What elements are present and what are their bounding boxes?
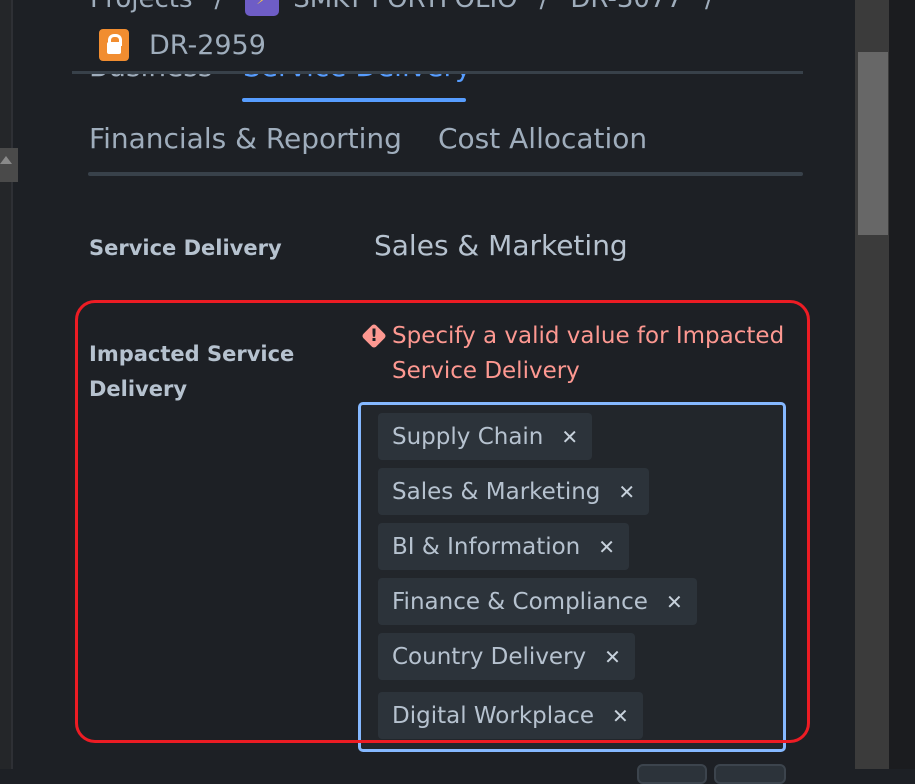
validation-error: ! Specify a valid value for Impacted Ser… <box>362 319 792 389</box>
error-message: Specify a valid value for Impacted Servi… <box>392 323 785 384</box>
lightning-icon: ⚡ <box>245 0 280 16</box>
breadcrumb-project[interactable]: SMKT PORTFOLIO <box>293 0 517 14</box>
tab-financials-reporting[interactable]: Financials & Reporting <box>89 122 402 155</box>
issue-key[interactable]: DR-2959 <box>149 29 266 61</box>
selected-value-chip: Sales & Marketing ✕ <box>378 468 650 515</box>
service-delivery-value[interactable]: Sales & Marketing <box>374 229 628 262</box>
cancel-button[interactable] <box>714 764 786 784</box>
selected-value-chip: Finance & Compliance ✕ <box>378 578 697 625</box>
breadcrumb: Projects / ⚡ SMKT PORTFOLIO / DR-3077 / <box>90 0 714 16</box>
header-divider <box>72 71 803 74</box>
remove-icon[interactable]: ✕ <box>618 479 636 504</box>
lock-icon <box>99 29 129 61</box>
active-tab-indicator <box>242 98 466 102</box>
tab-cost-allocation[interactable]: Cost Allocation <box>438 122 648 155</box>
chip-label: Supply Chain <box>392 423 544 450</box>
issue-key-link[interactable]: DR-2959 <box>99 29 266 61</box>
error-icon: ! <box>362 324 386 348</box>
confirm-button[interactable] <box>637 764 707 784</box>
chevron-up-icon <box>0 156 12 164</box>
breadcrumb-separator: / <box>215 0 224 14</box>
impacted-service-delivery-label: Impacted Service Delivery <box>89 342 295 401</box>
highlight-annotation <box>75 300 810 743</box>
selected-value-chip: Supply Chain ✕ <box>378 413 593 460</box>
tabs-divider <box>88 172 803 176</box>
breadcrumb-parent-issue[interactable]: DR-3077 <box>570 0 683 14</box>
breadcrumb-separator: / <box>540 0 549 14</box>
breadcrumb-projects[interactable]: Projects <box>90 0 193 14</box>
remove-icon[interactable]: ✕ <box>604 644 621 669</box>
selected-value-chip: BI & Information ✕ <box>378 523 630 570</box>
chip-label: Sales & Marketing <box>392 478 601 505</box>
chip-label: Digital Workplace <box>392 702 595 729</box>
collapse-button[interactable] <box>0 148 18 182</box>
breadcrumb-separator: / <box>705 0 714 14</box>
remove-icon[interactable]: ✕ <box>665 589 683 614</box>
remove-icon[interactable]: ✕ <box>561 424 579 449</box>
service-delivery-label: Service Delivery <box>89 236 282 260</box>
remove-icon[interactable]: ✕ <box>598 534 616 559</box>
impacted-service-delivery-multiselect[interactable]: Supply Chain ✕ Sales & Marketing ✕ BI & In… <box>358 402 786 752</box>
chip-label: Finance & Compliance <box>392 588 648 615</box>
scrollbar-thumb[interactable] <box>858 52 888 235</box>
chip-label: Country Delivery <box>392 643 587 670</box>
selected-value-chip: Digital Workplace ✕ <box>378 692 643 739</box>
remove-icon[interactable]: ✕ <box>612 703 629 728</box>
chip-label: BI & Information <box>392 533 581 560</box>
left-panel-edge <box>0 0 13 769</box>
selected-value-chip: Country Delivery ✕ <box>378 633 635 680</box>
issue-header: Projects / ⚡ SMKT PORTFOLIO / DR-3077 / … <box>13 0 855 71</box>
right-edge <box>889 0 915 769</box>
